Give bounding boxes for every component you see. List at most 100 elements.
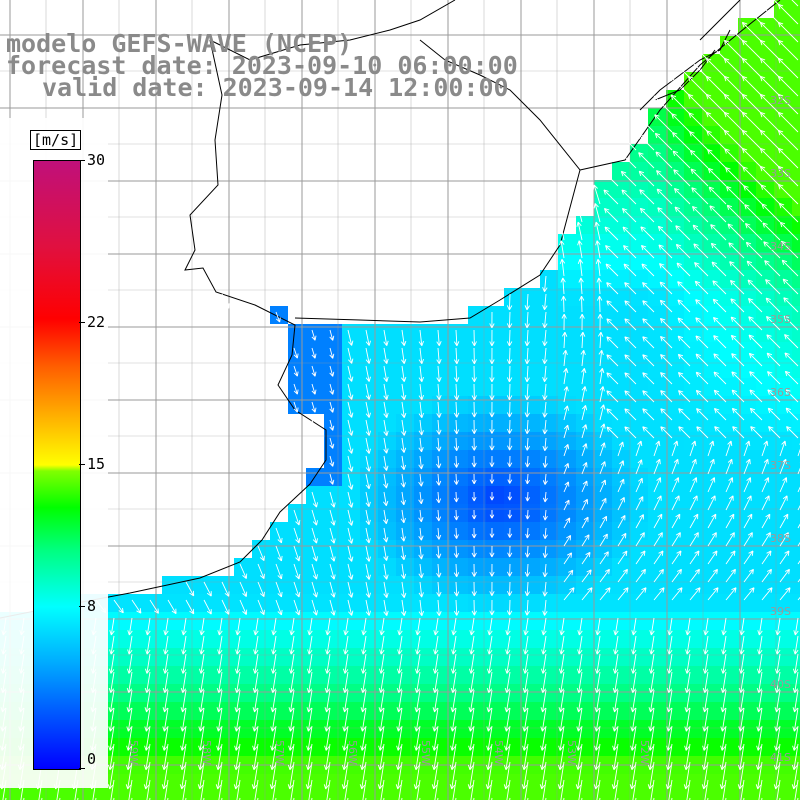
wind-cell — [630, 648, 648, 666]
wind-arrow — [415, 617, 421, 636]
wind-arrow — [612, 653, 619, 674]
wind-arrow — [489, 473, 495, 484]
wind-arrow — [233, 761, 241, 790]
wind-arrow — [726, 204, 745, 223]
wind-cell — [324, 684, 342, 702]
wind-arrow — [687, 75, 709, 97]
wind-arrow — [234, 725, 241, 751]
wind-arrow — [689, 532, 699, 547]
wind-cell — [774, 504, 792, 522]
wind-arrow — [561, 313, 567, 331]
lat-label: 37S — [770, 459, 791, 472]
wind-cell — [684, 522, 702, 540]
wind-arrow — [782, 278, 799, 295]
wind-arrow — [329, 581, 336, 598]
wind-cell — [792, 792, 800, 800]
wind-cell — [576, 342, 594, 360]
wind-arrow — [671, 113, 691, 133]
wind-arrow — [757, 635, 763, 655]
wind-cell — [306, 486, 324, 504]
wind-arrow — [471, 473, 477, 485]
wind-cell — [468, 648, 486, 666]
wind-cell — [684, 504, 702, 522]
wind-arrow — [471, 365, 477, 383]
wind-arrow — [722, 779, 727, 800]
wind-arrow — [163, 617, 169, 636]
wind-cell — [792, 450, 800, 468]
wind-cell — [558, 306, 576, 324]
wind-arrow — [612, 689, 619, 713]
wind-arrow — [635, 550, 646, 565]
wind-arrow — [252, 689, 259, 713]
wind-arrow — [524, 401, 530, 418]
wind-cell — [396, 360, 414, 378]
wind-arrow — [617, 478, 625, 493]
wind-cell — [360, 360, 378, 378]
wind-arrow — [271, 617, 277, 636]
wind-arrow — [729, 279, 745, 295]
wind-arrow — [617, 515, 626, 529]
wind-arrow — [602, 170, 619, 187]
wind-cell — [720, 576, 738, 594]
title-forecast-date: forecast date: 2023-09-10 06:00:00 — [6, 51, 518, 80]
wind-arrow — [624, 318, 637, 331]
wind-arrow — [595, 617, 601, 636]
wind-cell — [792, 324, 800, 342]
wind-arrow — [311, 545, 318, 562]
wind-cell — [738, 684, 756, 702]
wind-arrow — [180, 689, 187, 713]
wind-arrow — [383, 329, 389, 346]
wind-arrow — [216, 671, 223, 693]
wind-cell — [468, 324, 486, 342]
wind-arrow — [594, 725, 601, 751]
wind-arrow — [269, 743, 277, 771]
wind-arrow — [308, 779, 313, 800]
wind-arrow — [379, 635, 385, 655]
wind-arrow — [596, 295, 603, 313]
wind-cell — [630, 540, 648, 558]
wind-arrow — [504, 653, 511, 674]
wind-arrow — [217, 617, 223, 636]
wind-arrow — [414, 725, 421, 751]
wind-arrow — [144, 707, 151, 732]
wind-arrow — [401, 383, 407, 400]
wind-cell — [342, 792, 360, 800]
wind-arrow — [777, 75, 799, 97]
wind-cell — [504, 360, 522, 378]
wind-arrow — [471, 383, 477, 401]
wind-arrow — [522, 725, 529, 751]
wind-arrow — [599, 533, 608, 547]
wind-cell — [468, 378, 486, 396]
wind-arrow — [725, 513, 735, 529]
wind-cell — [522, 414, 540, 432]
wind-cell — [252, 792, 270, 800]
wind-cell — [756, 504, 774, 522]
wind-arrow — [725, 532, 735, 547]
wind-arrow — [503, 761, 511, 790]
wind-cell — [792, 360, 800, 378]
wind-cell — [558, 666, 576, 684]
wind-cell — [342, 648, 360, 666]
wind-arrow — [558, 689, 565, 713]
wind-arrow — [621, 189, 637, 205]
wind-cell — [558, 792, 576, 800]
wind-arrow — [329, 401, 335, 413]
wind-arrow — [162, 707, 169, 732]
coastline-segment — [579, 0, 781, 171]
wind-cell — [540, 684, 558, 702]
wind-arrow — [470, 779, 475, 800]
wind-arrow — [400, 563, 407, 579]
wind-arrow — [743, 513, 753, 529]
wind-cell — [612, 594, 630, 612]
wind-arrow — [365, 599, 371, 616]
wind-arrow — [683, 761, 691, 790]
wind-arrow — [365, 401, 371, 418]
wind-arrow — [504, 689, 511, 713]
wind-arrow — [272, 779, 277, 800]
wind-arrow — [593, 203, 601, 223]
wind-arrow — [749, 407, 763, 421]
wind-arrow — [233, 743, 241, 771]
wind-cell — [576, 306, 594, 324]
wind-arrow — [383, 599, 389, 616]
wind-arrow — [347, 491, 354, 508]
